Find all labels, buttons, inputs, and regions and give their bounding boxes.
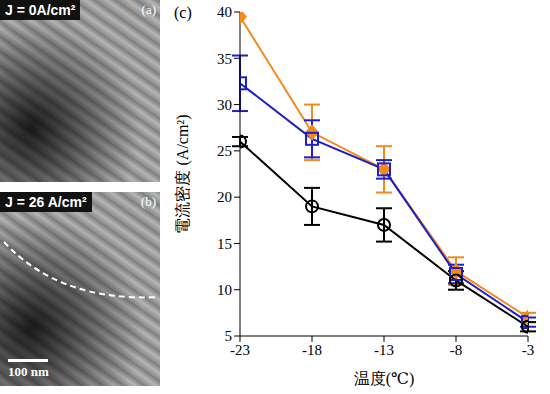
svg-text:40: 40 <box>217 4 232 20</box>
svg-text:-23: -23 <box>230 342 250 358</box>
svg-text:30: 30 <box>217 97 232 113</box>
svg-text:5: 5 <box>225 328 233 344</box>
svg-text:-3: -3 <box>522 342 535 358</box>
svg-text:10: 10 <box>217 282 232 298</box>
svg-text:-8: -8 <box>450 342 463 358</box>
svg-text:15: 15 <box>217 236 232 252</box>
html-text:(c): (c) <box>174 4 192 21</box>
html-text:100 nm: 100 nm <box>8 364 49 379</box>
html-text:(b): (b) <box>140 194 156 209</box>
svg-text:温度(℃): 温度(℃) <box>354 370 415 388</box>
svg-text:-18: -18 <box>302 342 322 358</box>
html-text:J = 26 A/cm²: J = 26 A/cm² <box>5 194 87 210</box>
svg-text:25: 25 <box>217 143 232 159</box>
html-text:J = 0A/cm²: J = 0A/cm² <box>5 2 76 18</box>
html-text:(a): (a) <box>141 2 156 17</box>
svg-text:-13: -13 <box>374 342 394 358</box>
svg-text:20: 20 <box>217 189 232 205</box>
svg-text:電流密度 (A/cm²): 電流密度 (A/cm²) <box>174 115 192 234</box>
svg-text:35: 35 <box>217 51 232 67</box>
